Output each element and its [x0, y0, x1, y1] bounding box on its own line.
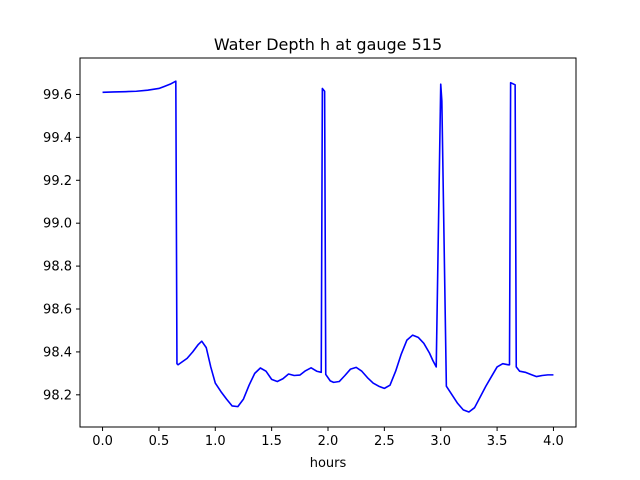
y-tick-label: 98.2 [43, 388, 72, 403]
x-tick-label: 2.5 [374, 434, 395, 449]
x-tick-label: 1.0 [205, 434, 226, 449]
x-tick-label: 3.5 [487, 434, 508, 449]
y-tick-label: 98.8 [43, 260, 72, 275]
x-tick-label: 0.0 [92, 434, 113, 449]
plot-area [79, 57, 577, 428]
x-tick-label: 4.0 [543, 434, 564, 449]
y-tick-label: 98.6 [43, 303, 72, 318]
y-tick-label: 99.4 [43, 131, 72, 146]
y-tick-label: 99.6 [43, 88, 72, 103]
x-tick-label: 3.0 [430, 434, 451, 449]
y-tick-label: 99.2 [43, 174, 72, 189]
plot-frame [79, 57, 577, 428]
x-axis: 0.0 0.5 1.0 1.5 2.0 2.5 3.0 3.5 4.0 [92, 427, 564, 449]
y-axis: 98.2 98.4 98.6 98.8 99.0 99.2 99.4 99.6 [43, 88, 80, 403]
y-tick-label: 99.0 [43, 217, 72, 232]
x-tick-label: 1.5 [261, 434, 282, 449]
series-line-0 [102, 80, 554, 413]
x-axis-label: hours [310, 456, 347, 471]
x-tick-label: 2.0 [318, 434, 339, 449]
chart-title: Water Depth h at gauge 515 [214, 35, 442, 54]
x-tick-label: 0.5 [149, 434, 170, 449]
y-tick-label: 98.4 [43, 345, 72, 360]
series-layer [102, 80, 554, 413]
